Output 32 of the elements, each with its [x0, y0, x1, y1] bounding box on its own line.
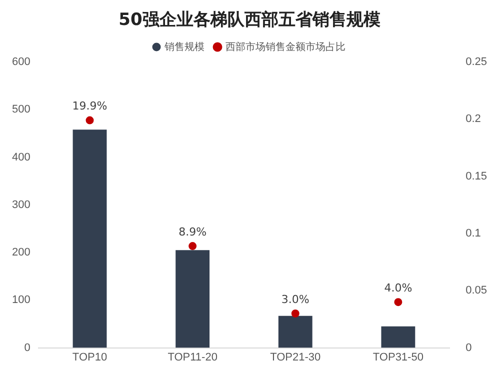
- data-label: 19.9%: [72, 100, 108, 113]
- data-label: 3.0%: [281, 292, 310, 306]
- bar: [176, 250, 210, 348]
- y-tick-label: 600: [12, 56, 30, 68]
- x-tick-label: TOP21-30: [270, 351, 321, 364]
- bar: [72, 130, 107, 348]
- y2-tick-label: 0: [466, 342, 472, 354]
- legend-label: 销售规模: [164, 40, 204, 53]
- bar: [381, 326, 416, 348]
- data-label: 8.9%: [178, 225, 207, 238]
- y2-tick-label: 0.1: [466, 228, 481, 240]
- point: [86, 116, 94, 124]
- point: [394, 298, 402, 306]
- x-tick-label: TOP11-20: [168, 351, 218, 364]
- y-tick-label: 100: [12, 294, 30, 306]
- y2-tick-label: 0.2: [466, 113, 481, 126]
- point: [188, 242, 197, 250]
- point: [291, 310, 300, 318]
- legend-label: 西部市场销售金额市场占比: [226, 40, 346, 53]
- y-tick-label: 500: [12, 104, 30, 116]
- y-tick-label: 400: [12, 151, 30, 164]
- x-tick-label: TOP10: [72, 351, 108, 364]
- x-tick-label: TOP31-50: [372, 351, 424, 364]
- y2-tick-label: 0.15: [466, 170, 488, 182]
- y-tick-label: 200: [12, 246, 30, 259]
- bar: [278, 316, 312, 348]
- y-tick-label: 0: [24, 342, 30, 354]
- y2-tick-label: 0.05: [466, 284, 488, 297]
- data-label: 4.0%: [384, 281, 412, 294]
- y2-tick-label: 0.25: [466, 56, 488, 68]
- chart-title: 50强企业各梯队西部五省销售规模: [118, 9, 382, 31]
- y-tick-label: 300: [12, 198, 30, 211]
